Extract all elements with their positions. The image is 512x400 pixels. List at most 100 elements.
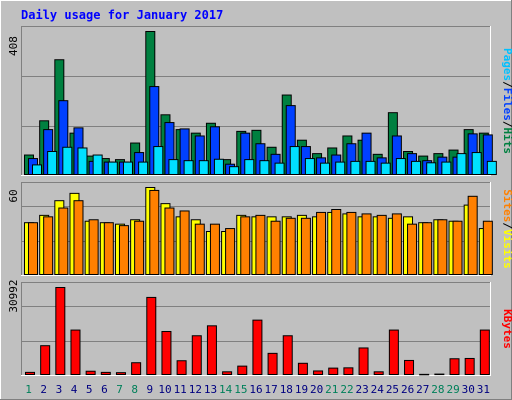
legend-entry: Files bbox=[501, 88, 512, 121]
x-tick-day-2: 2 bbox=[40, 383, 47, 396]
bar-kbytes-day-13 bbox=[206, 325, 217, 375]
bar-pages-day-10 bbox=[168, 159, 179, 175]
bar-sites-day-29 bbox=[452, 220, 463, 276]
bar-sites-day-5 bbox=[88, 219, 99, 275]
bar-sites-day-9 bbox=[149, 189, 160, 275]
bar-sites-day-19 bbox=[300, 217, 311, 276]
x-tick-day-1: 1 bbox=[25, 383, 32, 396]
bar-kbytes-day-29 bbox=[449, 358, 460, 375]
x-tick-day-24: 24 bbox=[371, 383, 385, 396]
bar-kbytes-day-9 bbox=[146, 296, 157, 376]
x-tick-day-16: 16 bbox=[249, 383, 262, 396]
plot-area: 408Pages/Files/Hits60Sites/Visits30992KB… bbox=[7, 26, 512, 396]
bar-sites-day-12 bbox=[194, 223, 205, 276]
bar-sites-day-14 bbox=[225, 228, 236, 275]
bar-kbytes-day-15 bbox=[237, 365, 248, 376]
bar-sites-day-27 bbox=[422, 222, 433, 275]
bar-kbytes-day-23 bbox=[358, 347, 369, 375]
bar-kbytes-day-3 bbox=[55, 287, 66, 375]
bar-sites-day-21 bbox=[331, 209, 342, 275]
bar-kbytes-day-10 bbox=[161, 330, 172, 376]
bar-sites-day-4 bbox=[73, 200, 84, 275]
x-tick-day-15: 15 bbox=[234, 383, 247, 396]
legend-entry: Pages bbox=[501, 48, 512, 81]
bar-pages-day-20 bbox=[320, 162, 331, 176]
x-tick-day-12: 12 bbox=[189, 383, 202, 396]
bar-kbytes-day-12 bbox=[191, 335, 202, 375]
bar-sites-day-26 bbox=[407, 223, 418, 276]
bar-sites-day-25 bbox=[391, 213, 402, 275]
legend-entry: / bbox=[501, 81, 512, 88]
x-tick-day-23: 23 bbox=[356, 383, 369, 396]
bar-pages-day-28 bbox=[441, 161, 452, 176]
bar-pages-day-4 bbox=[77, 147, 88, 175]
bar-pages-day-8 bbox=[138, 161, 149, 176]
bar-pages-day-18 bbox=[289, 146, 300, 175]
bar-kbytes-day-18 bbox=[282, 335, 293, 375]
bar-kbytes-day-7 bbox=[115, 372, 126, 375]
bar-pages-day-15 bbox=[244, 159, 255, 175]
x-tick-day-25: 25 bbox=[386, 383, 399, 396]
bar-pages-day-5 bbox=[92, 154, 103, 176]
bar-kbytes-day-20 bbox=[313, 370, 324, 375]
bar-kbytes-day-2 bbox=[40, 345, 51, 375]
bar-pages-day-2 bbox=[47, 151, 58, 175]
x-tick-day-19: 19 bbox=[295, 383, 308, 396]
bar-sites-day-24 bbox=[376, 214, 387, 276]
x-tick-day-18: 18 bbox=[280, 383, 293, 396]
bar-sites-day-17 bbox=[270, 220, 281, 276]
x-tick-day-31: 31 bbox=[477, 383, 490, 396]
legend-kbytes: KBytes bbox=[501, 309, 512, 349]
bar-sites-day-13 bbox=[209, 223, 220, 276]
legend-entry: Sites bbox=[501, 189, 512, 222]
bar-sites-day-30 bbox=[467, 195, 478, 275]
bar-kbytes-day-26 bbox=[404, 359, 415, 376]
bar-sites-day-28 bbox=[437, 219, 448, 275]
chart-title: Daily usage for January 2017 bbox=[21, 8, 223, 22]
bar-kbytes-day-22 bbox=[343, 367, 354, 375]
bar-sites-day-6 bbox=[103, 222, 114, 275]
x-tick-day-20: 20 bbox=[310, 383, 323, 396]
x-tick-day-4: 4 bbox=[71, 383, 78, 396]
bar-pages-day-6 bbox=[107, 161, 118, 176]
bar-pages-day-17 bbox=[274, 162, 285, 176]
bar-kbytes-day-11 bbox=[176, 360, 187, 375]
bar-sites-day-10 bbox=[164, 207, 175, 276]
bar-pages-day-26 bbox=[411, 160, 422, 176]
bar-pages-day-12 bbox=[198, 160, 209, 175]
bar-pages-day-19 bbox=[304, 158, 315, 175]
bar-sites-day-31 bbox=[482, 220, 493, 276]
bar-pages-day-11 bbox=[183, 160, 194, 175]
bar-sites-day-16 bbox=[255, 214, 266, 276]
bar-sites-day-22 bbox=[346, 211, 357, 275]
bar-pages-day-23 bbox=[365, 160, 376, 176]
bar-pages-day-16 bbox=[259, 160, 270, 175]
bar-pages-day-31 bbox=[486, 160, 497, 176]
x-tick-day-10: 10 bbox=[158, 383, 171, 396]
bar-sites-day-8 bbox=[134, 220, 145, 276]
bar-kbytes-day-17 bbox=[267, 352, 278, 376]
bar-kbytes-day-5 bbox=[85, 370, 96, 376]
x-tick-day-14: 14 bbox=[219, 383, 233, 396]
legend-visits_sites: Sites/Visits bbox=[501, 189, 512, 269]
legend-entry: Hits bbox=[501, 128, 512, 155]
bar-pages-day-14 bbox=[229, 166, 240, 175]
bar-pages-day-22 bbox=[350, 160, 361, 176]
bar-kbytes-day-14 bbox=[222, 371, 233, 375]
x-tick-day-22: 22 bbox=[340, 383, 353, 396]
bar-sites-day-2 bbox=[43, 216, 54, 275]
bar-kbytes-day-21 bbox=[328, 367, 339, 376]
x-tick-day-6: 6 bbox=[101, 383, 108, 396]
bar-kbytes-day-19 bbox=[297, 362, 308, 376]
bar-sites-day-20 bbox=[316, 211, 327, 275]
bar-pages-day-30 bbox=[471, 152, 482, 175]
bar-sites-day-11 bbox=[179, 210, 190, 275]
bar-pages-day-27 bbox=[426, 162, 437, 175]
bar-pages-day-25 bbox=[395, 158, 406, 175]
x-tick-day-3: 3 bbox=[56, 383, 63, 396]
bar-kbytes-day-27 bbox=[419, 373, 430, 376]
legend-hits_files_pages: Pages/Files/Hits bbox=[501, 48, 512, 154]
bar-pages-day-7 bbox=[122, 161, 133, 176]
x-tick-day-8: 8 bbox=[131, 383, 138, 396]
